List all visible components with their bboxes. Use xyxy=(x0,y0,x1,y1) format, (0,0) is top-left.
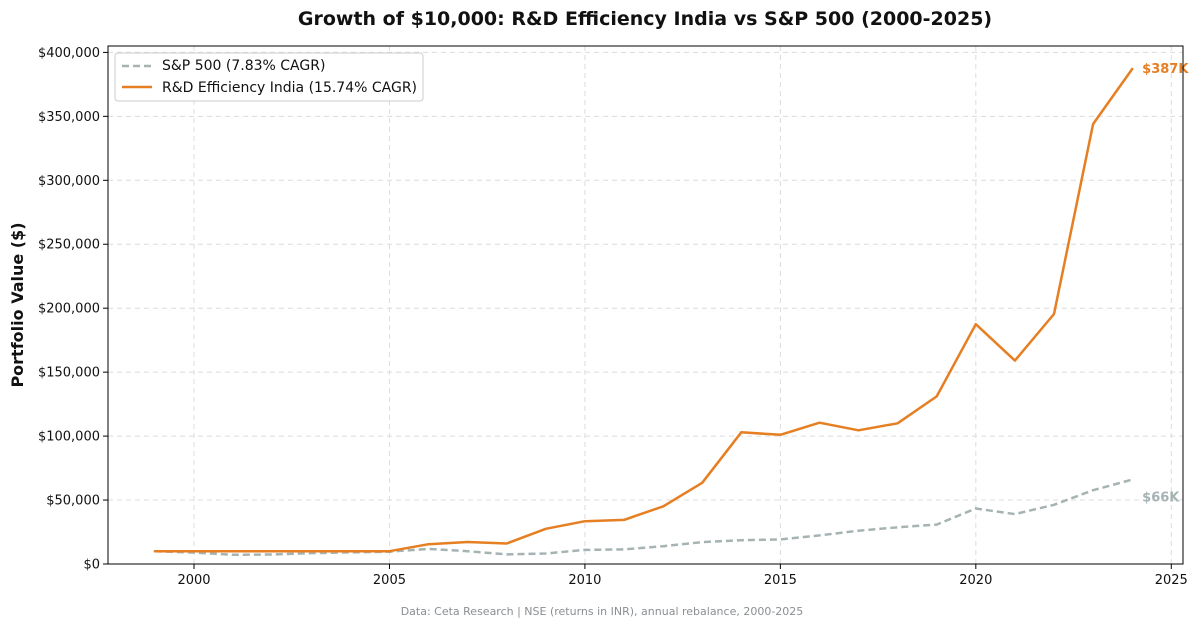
y-axis-label: Portfolio Value ($) xyxy=(8,222,27,387)
x-tick-label: 2020 xyxy=(959,573,992,588)
axis-ticks: 2000 2005 2010 2015 2020 2025 $0 $50,000 $100,00… xyxy=(38,46,1188,588)
end-value-label: $387K xyxy=(1142,62,1189,77)
y-tick-label: $250,000 xyxy=(38,238,100,253)
x-tick-label: 2000 xyxy=(177,573,210,588)
legend: S&P 500 (7.83% CAGR) R&D Efficiency Indi… xyxy=(114,52,424,102)
y-tick-label: $50,000 xyxy=(46,494,100,509)
grid-lines xyxy=(108,46,1183,565)
end-value-label: $66K xyxy=(1142,491,1180,506)
y-tick-label: $0 xyxy=(83,558,100,573)
x-tick-label: 2010 xyxy=(568,573,601,588)
legend-label-sp500: S&P 500 (7.83% CAGR) xyxy=(162,58,325,74)
y-tick-label: $350,000 xyxy=(38,110,100,125)
series-line-india xyxy=(153,67,1134,553)
legend-box xyxy=(114,52,424,102)
y-tick-label: $400,000 xyxy=(38,46,100,61)
series-layer: $66K $387K xyxy=(153,62,1189,557)
x-tick-label: 2015 xyxy=(764,573,797,588)
x-tick-label: 2025 xyxy=(1155,573,1188,588)
y-tick-label: $200,000 xyxy=(38,302,100,317)
y-tick-label: $300,000 xyxy=(38,174,100,189)
series-line-sp500 xyxy=(154,478,1133,557)
x-tick-label: 2005 xyxy=(373,573,406,588)
plot-frame xyxy=(107,45,1184,565)
legend-label-india: R&D Efficiency India (15.74% CAGR) xyxy=(162,80,417,96)
chart-title: Growth of $10,000: R&D Efficiency India … xyxy=(298,8,992,30)
chart-footer: Data: Ceta Research | NSE (returns in IN… xyxy=(401,605,804,618)
y-tick-label: $100,000 xyxy=(38,430,100,445)
y-tick-label: $150,000 xyxy=(38,366,100,381)
